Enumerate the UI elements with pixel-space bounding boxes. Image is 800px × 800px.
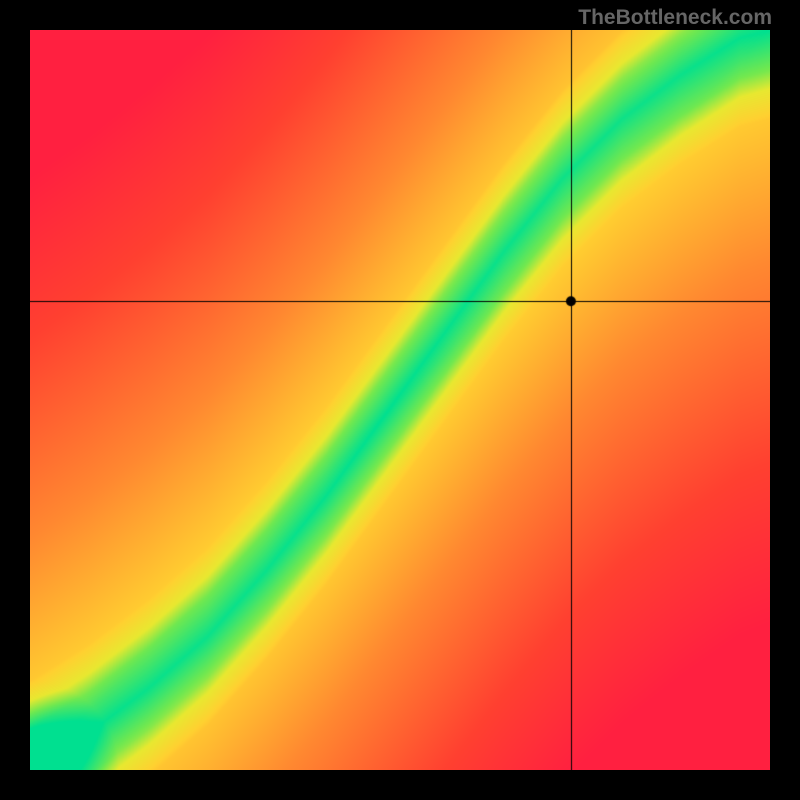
chart-container: TheBottleneck.com bbox=[0, 0, 800, 800]
watermark-text: TheBottleneck.com bbox=[578, 6, 772, 30]
bottleneck-heatmap bbox=[30, 30, 770, 770]
